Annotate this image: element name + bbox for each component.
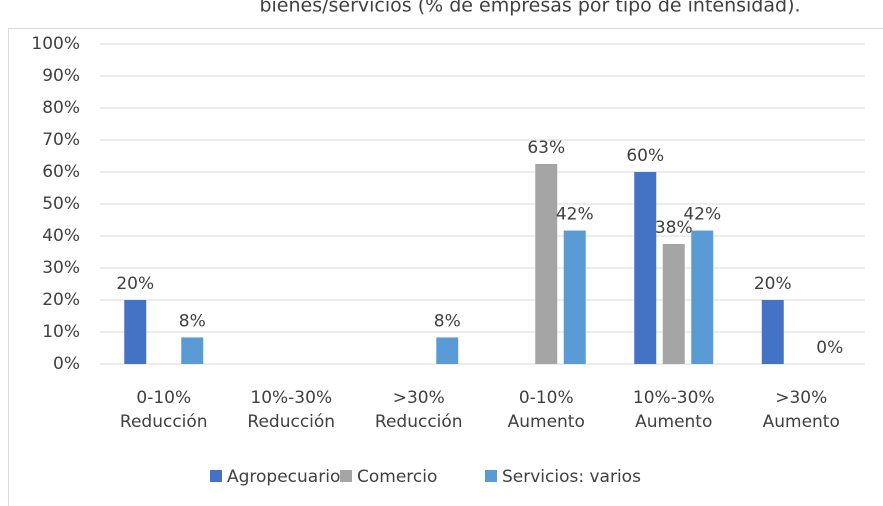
- legend-swatch: [340, 470, 352, 482]
- x-tick-label: 0-10%: [136, 388, 191, 408]
- x-tick-label: 10%-30%: [633, 388, 715, 408]
- y-tick-label: 90%: [42, 66, 80, 86]
- y-tick-label: 0%: [53, 354, 80, 374]
- y-tick-label: 70%: [42, 130, 80, 150]
- data-label: 63%: [527, 138, 565, 158]
- y-tick-label: 40%: [42, 226, 80, 246]
- chart-border: [8, 28, 883, 506]
- bar: [634, 172, 657, 364]
- bar: [761, 300, 784, 364]
- y-tick-label: 100%: [31, 34, 80, 54]
- legend-label: Comercio: [357, 467, 437, 487]
- x-tick-label: Aumento: [763, 412, 840, 432]
- data-label: 20%: [116, 274, 154, 294]
- chart-title: bienes/servicios (% de empresas por tipo…: [259, 0, 800, 17]
- x-tick-label: Aumento: [635, 412, 712, 432]
- x-tick-label: 10%-30%: [250, 388, 332, 408]
- legend-label: Agropecuario: [227, 467, 340, 487]
- data-label: 42%: [556, 205, 594, 225]
- x-tick-label: Reducción: [247, 412, 335, 432]
- y-tick-label: 30%: [42, 258, 80, 278]
- legend-label: Servicios: varios: [502, 467, 641, 487]
- y-tick-label: 80%: [42, 98, 80, 118]
- y-tick-label: 20%: [42, 290, 80, 310]
- bar: [691, 230, 714, 364]
- bar: [436, 337, 459, 364]
- x-tick-label: >30%: [393, 388, 445, 408]
- data-label: 0%: [816, 338, 843, 358]
- bar: [124, 300, 147, 364]
- x-tick-label: Reducción: [120, 412, 208, 432]
- y-tick-label: 50%: [42, 194, 80, 214]
- data-label: 42%: [683, 205, 721, 225]
- legend-swatch: [485, 470, 497, 482]
- data-label: 20%: [754, 274, 792, 294]
- bar: [563, 230, 586, 364]
- y-tick-label: 60%: [42, 162, 80, 182]
- legend-swatch: [210, 470, 222, 482]
- bar: [535, 164, 558, 364]
- x-tick-label: >30%: [775, 388, 827, 408]
- bar: [181, 337, 204, 364]
- data-label: 8%: [434, 311, 461, 331]
- y-tick-label: 10%: [42, 322, 80, 342]
- x-tick-label: Reducción: [375, 412, 463, 432]
- bar: [662, 244, 685, 364]
- x-tick-label: Aumento: [508, 412, 585, 432]
- data-label: 38%: [655, 218, 693, 238]
- data-label: 8%: [179, 311, 206, 331]
- data-label: 60%: [626, 146, 664, 166]
- x-tick-label: 0-10%: [519, 388, 574, 408]
